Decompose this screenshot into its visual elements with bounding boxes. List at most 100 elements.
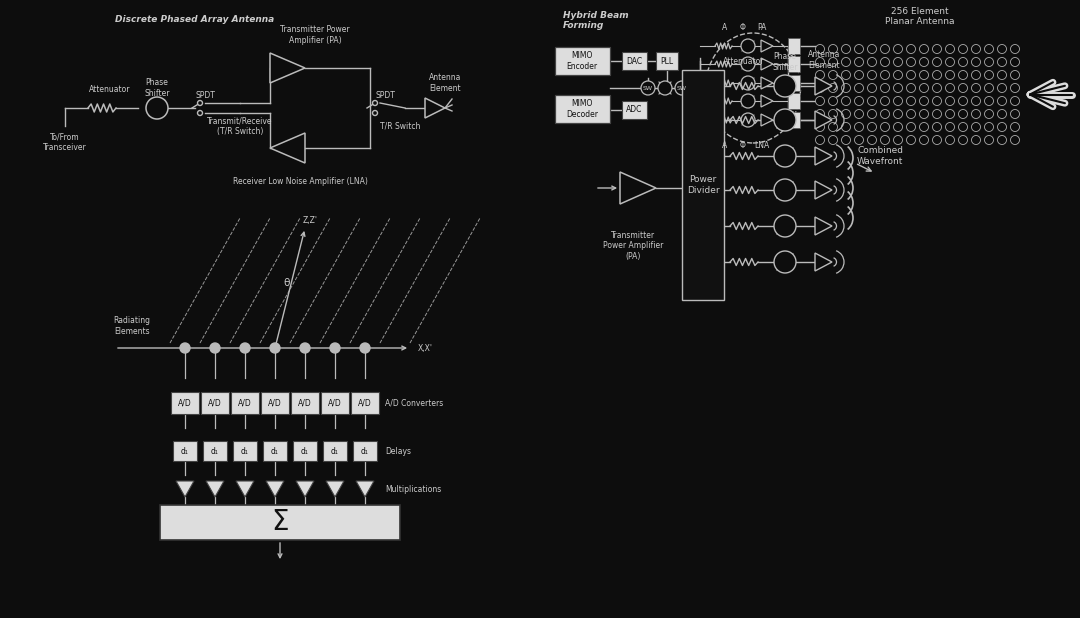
Polygon shape xyxy=(815,217,832,235)
Text: A/D: A/D xyxy=(268,399,282,407)
Polygon shape xyxy=(270,53,305,83)
Bar xyxy=(321,392,349,414)
Circle shape xyxy=(146,97,168,119)
Bar xyxy=(788,93,800,109)
Circle shape xyxy=(919,96,929,106)
Circle shape xyxy=(906,96,916,106)
Text: LNA: LNA xyxy=(754,142,770,151)
Circle shape xyxy=(985,44,994,54)
Bar xyxy=(351,392,379,414)
Circle shape xyxy=(972,70,981,80)
Circle shape xyxy=(959,122,968,132)
Bar xyxy=(233,441,257,461)
Bar xyxy=(231,392,259,414)
Text: Transmitter
Power Amplifier
(PA): Transmitter Power Amplifier (PA) xyxy=(603,231,663,261)
Circle shape xyxy=(854,44,864,54)
Circle shape xyxy=(893,83,903,93)
Circle shape xyxy=(741,94,755,108)
Circle shape xyxy=(1011,44,1020,54)
Circle shape xyxy=(880,83,890,93)
Circle shape xyxy=(1011,96,1020,106)
Circle shape xyxy=(998,83,1007,93)
Text: Z,Z': Z,Z' xyxy=(302,216,318,224)
Text: PA: PA xyxy=(757,23,767,33)
Circle shape xyxy=(906,57,916,67)
Circle shape xyxy=(985,96,994,106)
Circle shape xyxy=(180,343,190,353)
Text: X,X': X,X' xyxy=(418,344,433,352)
Circle shape xyxy=(972,83,981,93)
Circle shape xyxy=(893,122,903,132)
Circle shape xyxy=(972,96,981,106)
Text: 256 Element: 256 Element xyxy=(891,7,949,15)
Circle shape xyxy=(1011,57,1020,67)
Circle shape xyxy=(774,251,796,273)
Circle shape xyxy=(815,44,824,54)
Circle shape xyxy=(919,135,929,145)
Circle shape xyxy=(828,122,837,132)
Polygon shape xyxy=(761,58,773,70)
Circle shape xyxy=(932,96,942,106)
Circle shape xyxy=(774,75,796,97)
Circle shape xyxy=(373,111,378,116)
Circle shape xyxy=(867,57,877,67)
Polygon shape xyxy=(237,481,254,497)
Circle shape xyxy=(880,57,890,67)
Circle shape xyxy=(932,83,942,93)
Circle shape xyxy=(741,57,755,71)
Circle shape xyxy=(959,57,968,67)
Circle shape xyxy=(959,70,968,80)
Text: Combined
Wavefront: Combined Wavefront xyxy=(856,146,903,166)
Circle shape xyxy=(906,83,916,93)
Polygon shape xyxy=(761,95,773,107)
Circle shape xyxy=(959,135,968,145)
Circle shape xyxy=(945,96,955,106)
Circle shape xyxy=(919,83,929,93)
Bar xyxy=(788,56,800,72)
Circle shape xyxy=(972,109,981,119)
Text: SW: SW xyxy=(677,85,687,90)
Polygon shape xyxy=(326,481,345,497)
Circle shape xyxy=(841,44,851,54)
Circle shape xyxy=(906,44,916,54)
Text: A/D Converters: A/D Converters xyxy=(384,399,443,407)
Circle shape xyxy=(854,109,864,119)
Circle shape xyxy=(906,109,916,119)
Circle shape xyxy=(828,109,837,119)
Text: Σ: Σ xyxy=(271,509,288,536)
Text: Antenna
Element: Antenna Element xyxy=(808,50,840,70)
Circle shape xyxy=(945,57,955,67)
Polygon shape xyxy=(426,98,445,118)
Circle shape xyxy=(1011,70,1020,80)
Text: d₁: d₁ xyxy=(361,446,369,455)
Circle shape xyxy=(854,83,864,93)
Bar xyxy=(555,95,610,123)
Circle shape xyxy=(841,57,851,67)
Polygon shape xyxy=(815,111,832,129)
Circle shape xyxy=(972,122,981,132)
Text: Power
Divider: Power Divider xyxy=(687,176,719,195)
Circle shape xyxy=(841,83,851,93)
Circle shape xyxy=(880,44,890,54)
Text: Multiplications: Multiplications xyxy=(384,485,442,494)
Text: Radiating
Elements: Radiating Elements xyxy=(113,316,150,336)
Circle shape xyxy=(828,70,837,80)
Circle shape xyxy=(854,135,864,145)
Circle shape xyxy=(841,122,851,132)
Text: A/D: A/D xyxy=(208,399,221,407)
Bar xyxy=(788,112,800,128)
Circle shape xyxy=(893,96,903,106)
Circle shape xyxy=(893,57,903,67)
Text: Phase
Shifter: Phase Shifter xyxy=(145,78,170,98)
Circle shape xyxy=(360,343,370,353)
Bar xyxy=(173,441,197,461)
Bar xyxy=(555,47,610,75)
Circle shape xyxy=(972,135,981,145)
Circle shape xyxy=(985,70,994,80)
Circle shape xyxy=(828,96,837,106)
Circle shape xyxy=(815,83,824,93)
Circle shape xyxy=(841,96,851,106)
Polygon shape xyxy=(620,172,656,204)
Circle shape xyxy=(906,135,916,145)
Bar xyxy=(656,52,678,70)
